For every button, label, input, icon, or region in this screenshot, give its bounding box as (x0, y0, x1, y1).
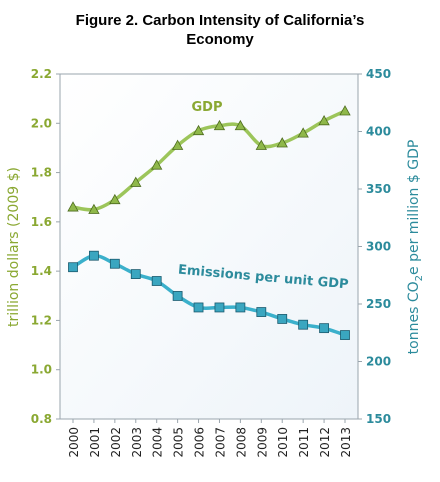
x-axis-tick-label: 2005 (172, 427, 186, 458)
right-axis-tick-label: 150 (366, 412, 391, 426)
x-axis-tick-label: 2003 (130, 427, 144, 458)
emissions-point-marker (151, 276, 162, 286)
x-axis-tick-label: 2011 (297, 427, 311, 458)
emissions-point-marker (130, 269, 141, 280)
left-axis-tick-label: 1.2 (31, 313, 52, 327)
emissions-point-marker (235, 302, 246, 313)
emissions-point-marker (172, 291, 183, 301)
gdp-point-marker (213, 119, 226, 131)
gdp-point-marker (171, 139, 184, 150)
gdp-point-marker (318, 114, 330, 126)
right-axis-title-part: e per million $ GDP (406, 140, 422, 275)
left-axis-title: trillion dollars (2009 $) (6, 167, 22, 327)
right-axis-tick-label: 200 (366, 355, 391, 369)
gdp-point-marker (88, 203, 100, 214)
emissions-point-marker (340, 330, 350, 340)
gdp-point-marker (234, 119, 247, 131)
x-axis-tick-label: 2000 (67, 427, 81, 458)
x-axis-tick-label: 2008 (234, 427, 248, 458)
x-axis-tick-label: 2001 (88, 427, 102, 458)
right-axis-tick-label: 400 (366, 125, 391, 139)
series-label-gdp: GDP (192, 100, 223, 115)
emissions-point-marker (109, 258, 120, 269)
x-axis-tick-label: 2007 (213, 427, 227, 458)
x-axis-tick-label: 2009 (255, 427, 269, 458)
x-axis-tick-label: 2013 (339, 427, 353, 458)
gdp-point-marker (192, 124, 205, 136)
right-axis-tick-label: 450 (366, 67, 391, 81)
chart-title-line-2: Economy (186, 31, 254, 48)
right-axis-title-part: tonnes CO (406, 281, 422, 354)
gdp-point-marker (109, 193, 121, 205)
gdp-point-marker (276, 137, 288, 148)
gdp-point-marker (130, 176, 142, 187)
right-axis-title: tonnes CO2e per million $ GDP (406, 140, 425, 355)
left-axis-tick-label: 1.8 (31, 166, 52, 180)
left-axis-tick-label: 2.2 (31, 67, 52, 81)
right-axis-tick-label: 250 (366, 297, 391, 311)
emissions-point-marker (68, 262, 78, 273)
emissions-point-marker (277, 314, 288, 324)
x-axis-tick-label: 2004 (151, 427, 165, 458)
emissions-point-marker (89, 250, 99, 261)
right-axis-title-subscript: 2 (414, 275, 425, 281)
right-axis-tick-label: 350 (366, 182, 391, 196)
chart-title-line-1: Figure 2. Carbon Intensity of California… (75, 12, 365, 29)
left-axis-tick-label: 1.0 (31, 363, 52, 377)
gdp-point-marker (339, 105, 351, 116)
right-axis-tick-label: 300 (366, 240, 391, 254)
x-axis-tick-label: 2012 (318, 427, 332, 458)
x-axis-tick-label: 2006 (193, 427, 207, 458)
left-axis-tick-label: 0.8 (31, 412, 52, 426)
x-axis-tick-label: 2002 (109, 427, 123, 458)
x-axis-tick-label: 2010 (276, 427, 290, 458)
emissions-point-marker (214, 302, 225, 313)
emissions-point-marker (319, 323, 329, 334)
emissions-point-marker (193, 302, 204, 313)
emissions-point-marker (298, 319, 309, 330)
gdp-point-marker (297, 127, 309, 138)
emissions-point-marker (256, 307, 267, 317)
left-axis-tick-label: 2.0 (31, 116, 52, 130)
left-axis-tick-label: 1.6 (31, 215, 52, 229)
left-axis-tick-label: 1.4 (31, 264, 52, 278)
gdp-point-marker (151, 159, 163, 170)
gdp-point-marker (67, 201, 79, 212)
gdp-point-marker (255, 139, 267, 150)
